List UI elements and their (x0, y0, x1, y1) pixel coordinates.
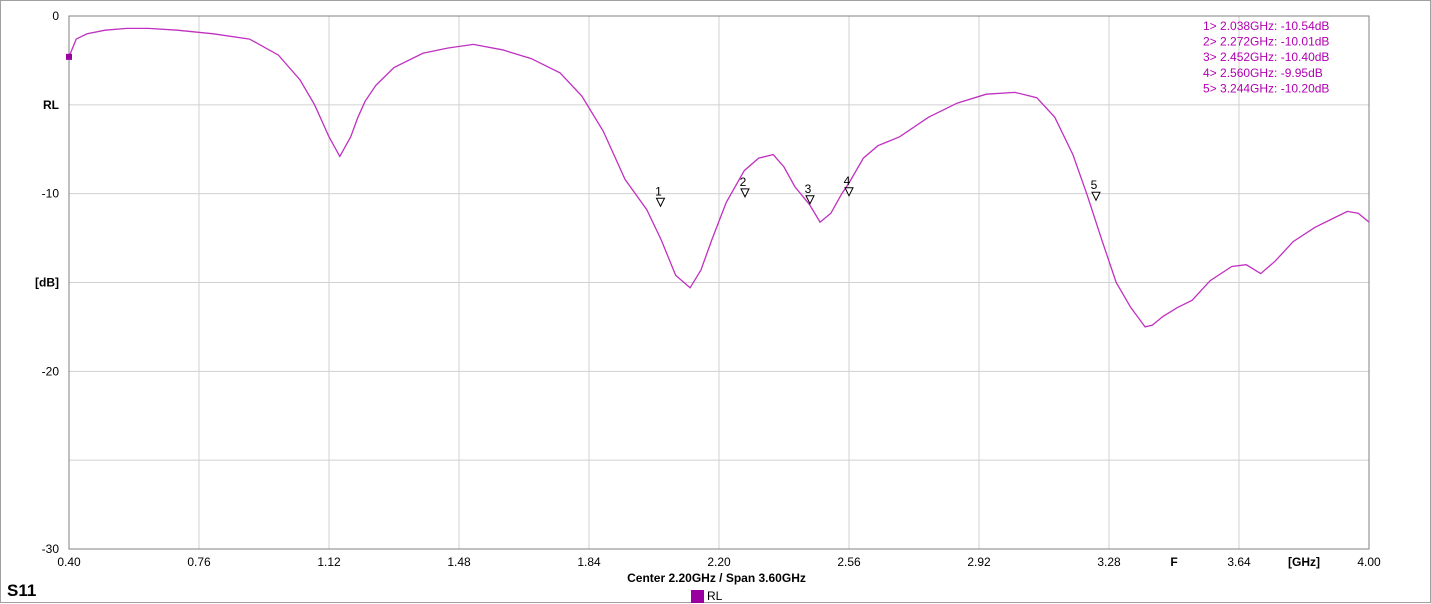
panel-title: S11 (7, 581, 37, 600)
marker-number-label: 4 (844, 174, 851, 188)
y-tick-label: -20 (42, 364, 60, 378)
legend[interactable]: RL (691, 589, 722, 603)
y-tick-label: -10 (42, 187, 60, 201)
marker-readout-line: 1> 2.038GHz: -10.54dB (1203, 19, 1329, 33)
rl-trace (68, 27, 1370, 328)
y-axis-ticks: 0 RL -10 [dB] -20 -30 (35, 9, 59, 556)
x-tick-label: 1.12 (317, 555, 341, 569)
marker-readout-line: 5> 3.244GHz: -10.20dB (1203, 81, 1329, 95)
legend-label: RL (707, 589, 723, 603)
x-tick-label: 1.48 (447, 555, 471, 569)
x-tick-label: 4.00 (1357, 555, 1381, 569)
x-tick-label: 2.56 (837, 555, 861, 569)
y-tick-label: RL (43, 98, 59, 112)
y-tick-label: 0 (52, 9, 59, 23)
x-tick-label: 2.92 (967, 555, 991, 569)
x-extra-label: [GHz] (1288, 555, 1320, 569)
marker-readout-line: 2> 2.272GHz: -10.01dB (1203, 35, 1329, 49)
x-tick-label: 0.40 (57, 555, 81, 569)
x-extra-label: F (1170, 555, 1177, 569)
y-tick-label: -30 (42, 542, 60, 556)
markers[interactable]: 1 2 3 4 5 (655, 174, 1101, 208)
plot-border (68, 15, 1370, 550)
grid (68, 15, 1370, 550)
legend-swatch (691, 589, 704, 603)
marker-readouts: 1> 2.038GHz: -10.54dB 2> 2.272GHz: -10.01… (1203, 19, 1329, 95)
trace-start-marker (66, 53, 72, 60)
marker-readout-line: 4> 2.560GHz: -9.95dB (1203, 66, 1323, 80)
x-tick-label: 3.64 (1227, 555, 1251, 569)
x-tick-label: 2.20 (707, 555, 731, 569)
y-tick-label: [dB] (35, 276, 59, 290)
marker-number-label: 2 (740, 175, 747, 189)
marker-triangle[interactable] (805, 195, 815, 205)
marker-readout-line: 3> 2.452GHz: -10.40dB (1203, 50, 1329, 64)
marker-number-label: 5 (1091, 178, 1098, 192)
marker-number-label: 3 (805, 182, 812, 196)
marker-triangle[interactable] (844, 187, 854, 197)
x-axis-ticks: 0.40 0.76 1.12 1.48 1.84 2.20 2.56 2.92 3.28 3.64… (57, 555, 1381, 569)
marker-triangle[interactable] (1091, 191, 1101, 202)
x-tick-label: 3.28 (1097, 555, 1121, 569)
center-span-label: Center 2.20GHz / Span 3.60GHz (627, 571, 806, 585)
x-tick-label: 0.76 (187, 555, 211, 569)
x-tick-label: 1.84 (577, 555, 601, 569)
marker-triangle[interactable] (655, 197, 666, 208)
marker-triangle[interactable] (740, 188, 750, 198)
marker-number-label: 1 (655, 184, 662, 198)
